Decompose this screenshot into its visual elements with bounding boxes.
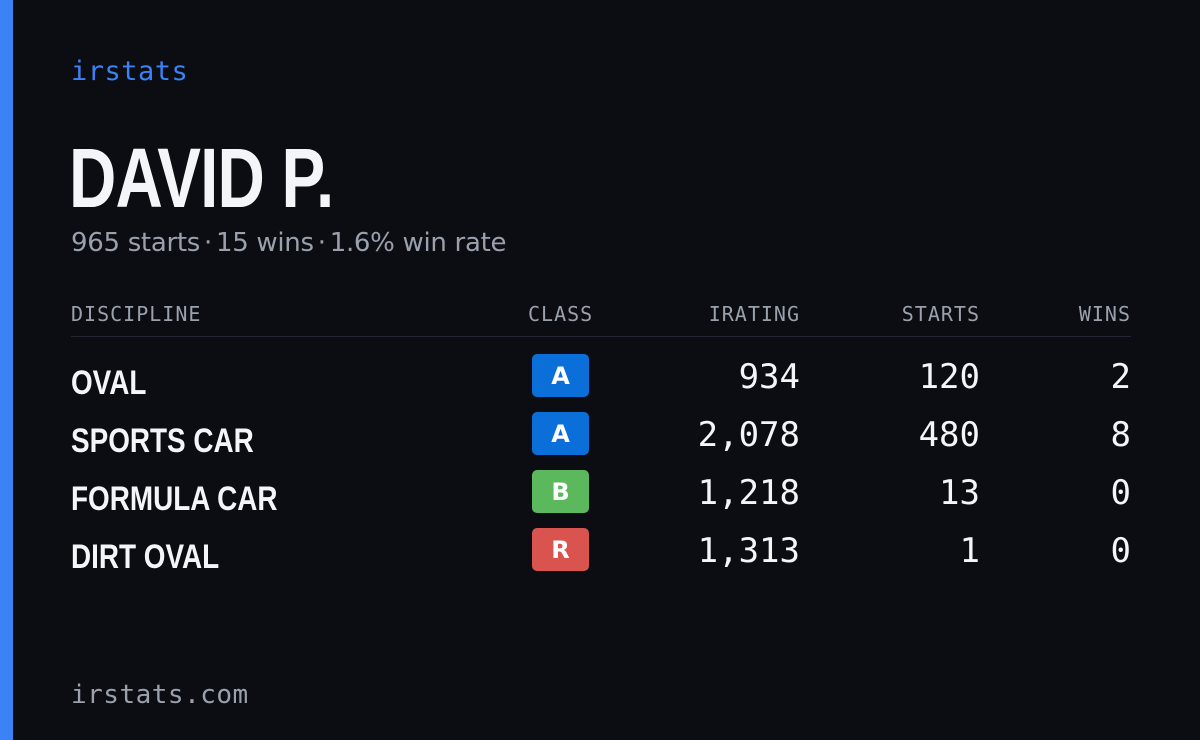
table-row: OVAL A 934 120 2 xyxy=(71,353,1131,411)
row-discipline: DIRT OVAL xyxy=(71,538,220,576)
row-irating: 1,313 xyxy=(697,531,800,571)
row-starts: 1 xyxy=(959,531,980,571)
row-discipline: OVAL xyxy=(71,364,147,402)
row-wins: 0 xyxy=(1110,531,1131,571)
row-wins: 2 xyxy=(1110,357,1131,397)
header-starts: STARTS xyxy=(901,302,980,326)
table-row: FORMULA CAR B 1,218 13 0 xyxy=(71,469,1131,527)
summary-separator: · xyxy=(204,228,212,258)
footer-url: irstats.com xyxy=(71,680,249,710)
row-starts: 120 xyxy=(918,357,980,397)
header-discipline: DISCIPLINE xyxy=(71,302,202,326)
header-class: CLASS xyxy=(528,302,594,326)
class-badge: A xyxy=(532,354,589,397)
summary-win-rate: 1.6% win rate xyxy=(329,228,507,258)
table-row: SPORTS CAR A 2,078 480 8 xyxy=(71,411,1131,469)
row-irating: 934 xyxy=(738,357,800,397)
header-irating: IRATING xyxy=(708,302,800,326)
row-starts: 13 xyxy=(939,473,980,513)
class-badge: B xyxy=(532,470,589,513)
row-irating: 2,078 xyxy=(697,415,800,455)
summary-wins: 15 wins xyxy=(215,228,314,258)
summary-separator: · xyxy=(317,228,326,258)
row-wins: 8 xyxy=(1110,415,1131,455)
row-irating: 1,218 xyxy=(697,473,800,513)
table-row: DIRT OVAL R 1,313 1 0 xyxy=(71,527,1131,585)
row-discipline: SPORTS CAR xyxy=(71,422,254,460)
table-body: OVAL A 934 120 2 SPORTS CAR A 2,078 480 … xyxy=(71,353,1131,585)
row-wins: 0 xyxy=(1110,473,1131,513)
class-badge: A xyxy=(532,412,589,455)
header-wins: WINS xyxy=(1078,302,1131,326)
summary-starts: 965 starts xyxy=(71,228,200,258)
driver-name: DAVID P. xyxy=(69,131,334,225)
brand-logo-text: irstats xyxy=(71,56,189,87)
class-badge: R xyxy=(532,528,589,571)
driver-summary: 965 starts · 15 wins · 1.6% win rate xyxy=(71,228,506,258)
discipline-table: DISCIPLINE CLASS IRATING STARTS WINS OVA… xyxy=(71,296,1131,576)
row-discipline: FORMULA CAR xyxy=(71,480,278,518)
table-header: DISCIPLINE CLASS IRATING STARTS WINS xyxy=(71,296,1131,337)
accent-bar xyxy=(0,0,13,740)
row-starts: 480 xyxy=(918,415,980,455)
